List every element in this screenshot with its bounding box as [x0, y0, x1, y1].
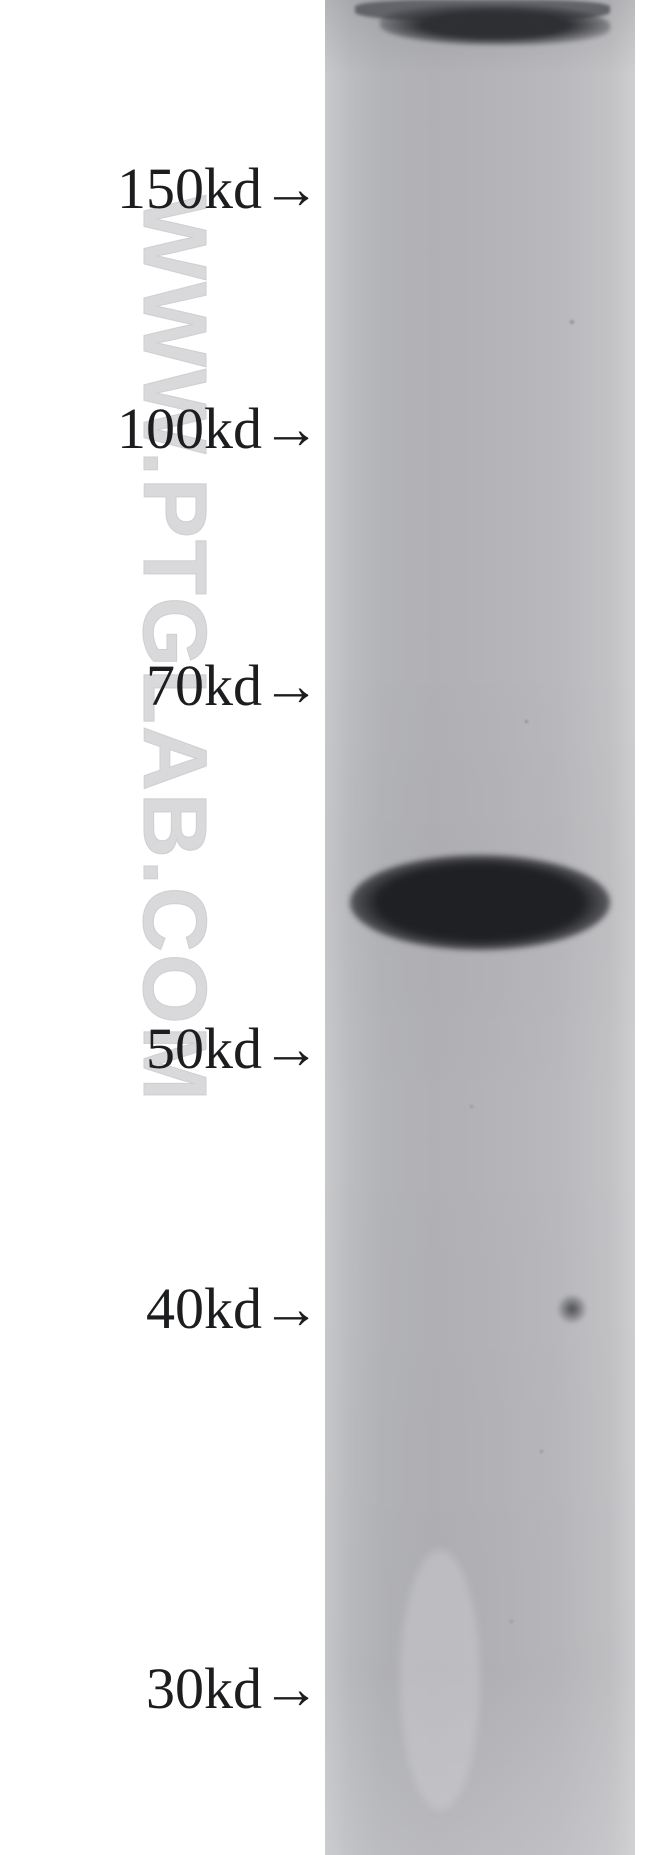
- watermark-text: WWW.PTGLAB.COM: [122, 195, 225, 1103]
- western-blot-figure: WWW.PTGLAB.COM 150kd→ 100kd→ 70kd→ 50kd→ 40k…: [0, 0, 650, 1855]
- speckle: [510, 1620, 513, 1623]
- minor-spot: [558, 1295, 586, 1323]
- speckle: [540, 1450, 543, 1453]
- marker-label-30kd: 30kd→: [10, 1655, 320, 1722]
- light-streak: [400, 1550, 480, 1810]
- speckle: [570, 320, 574, 324]
- speckle: [470, 1105, 473, 1108]
- main-protein-band: [350, 855, 610, 950]
- marker-label-50kd: 50kd→: [10, 1015, 320, 1082]
- marker-label-100kd: 100kd→: [10, 395, 320, 462]
- well-loading-smudge: [380, 5, 610, 45]
- marker-label-70kd: 70kd→: [10, 652, 320, 719]
- marker-label-40kd: 40kd→: [10, 1275, 320, 1342]
- speckle: [525, 720, 528, 723]
- marker-label-150kd: 150kd→: [10, 155, 320, 222]
